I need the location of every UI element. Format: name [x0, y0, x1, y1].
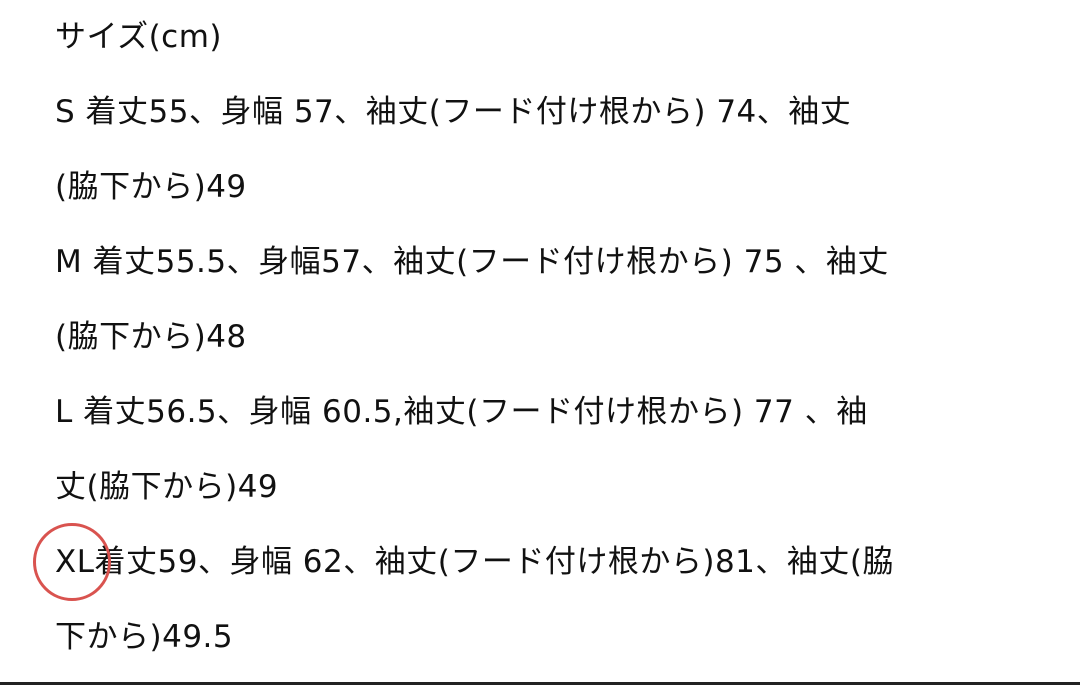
size-xl-line-1: XL着丈59、身幅 62、袖丈(フード付け根から)81、袖丈(脇: [55, 544, 894, 580]
size-s-line-1: S 着丈55、身幅 57、袖丈(フード付け根から) 74、袖丈: [55, 94, 852, 130]
size-s-line-2: (脇下から)49: [55, 169, 247, 205]
size-l-line-1: L 着丈56.5、身幅 60.5,袖丈(フード付け根から) 77 、袖: [55, 394, 868, 430]
size-l-line-2: 丈(脇下から)49: [55, 469, 279, 505]
bottom-divider: [0, 682, 1080, 685]
size-m-line-1: M 着丈55.5、身幅57、袖丈(フード付け根から) 75 、袖丈: [55, 244, 889, 280]
red-circle-annotation: [33, 523, 111, 601]
size-xl-line-2: 下から)49.5: [55, 619, 234, 655]
size-heading: サイズ(cm): [55, 19, 222, 55]
size-m-line-2: (脇下から)48: [55, 319, 247, 355]
size-chart-text: サイズ(cm) S 着丈55、身幅 57、袖丈(フード付け根から) 74、袖丈 …: [55, 14, 894, 689]
